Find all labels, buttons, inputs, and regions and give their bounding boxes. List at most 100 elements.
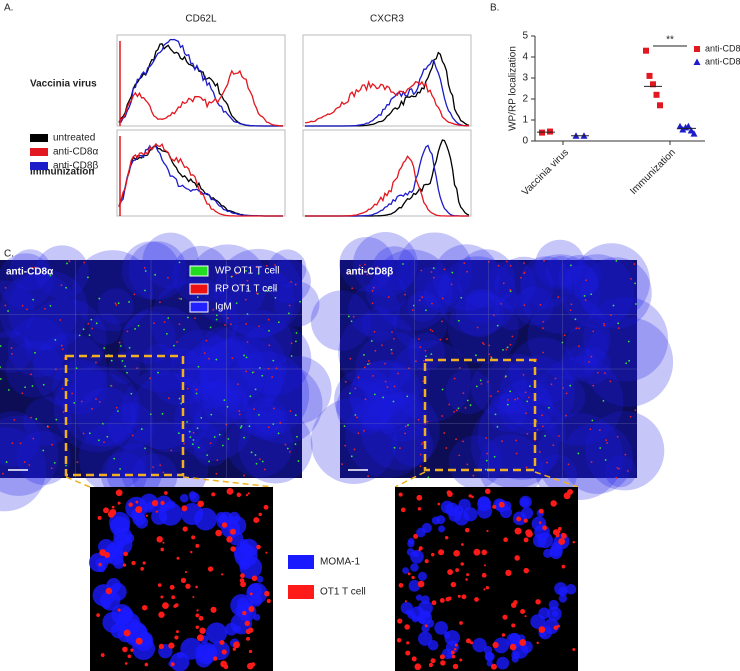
tissue-blob <box>72 250 154 332</box>
histogram-curve <box>305 51 470 127</box>
cell-dot <box>364 398 367 401</box>
histogram-curve <box>305 59 470 127</box>
cell-dot <box>458 454 461 457</box>
y-tick-label: 2 <box>522 94 528 105</box>
cell-dot <box>538 450 541 453</box>
ot1-dot <box>249 592 253 596</box>
cell-dot <box>254 454 257 456</box>
cell-dot <box>439 338 442 341</box>
cell-dot <box>76 461 79 464</box>
cell-dot <box>367 360 370 362</box>
tissue-blob <box>266 259 311 304</box>
cell-dot <box>472 474 475 477</box>
cell-dot <box>363 354 365 356</box>
cell-dot <box>603 322 605 325</box>
ot1-dot <box>400 507 406 513</box>
ot1-dot <box>454 643 458 647</box>
cell-dot <box>173 344 175 347</box>
cell-dot <box>126 330 129 333</box>
cell-dot <box>539 303 542 306</box>
moma-blob <box>537 532 554 549</box>
cell-dot <box>570 264 572 267</box>
ot1-dot <box>195 625 200 630</box>
cell-dot <box>430 271 433 273</box>
cell-dot <box>157 371 159 374</box>
cell-dot <box>161 412 164 415</box>
cell-dot <box>509 289 512 291</box>
cell-dot <box>506 403 509 406</box>
cell-dot <box>419 465 422 468</box>
data-point <box>653 91 660 98</box>
cell-dot <box>288 304 291 307</box>
ot1-dot <box>428 662 434 668</box>
cell-dot <box>457 407 460 410</box>
cell-dot <box>130 392 133 395</box>
moma-blob <box>551 610 559 618</box>
tissue-blob <box>253 404 284 435</box>
ot1-dot <box>424 559 429 564</box>
ot1-dot <box>168 642 175 649</box>
ot1-dot <box>483 588 486 591</box>
cell-dot <box>476 326 479 329</box>
cell-dot <box>21 392 24 395</box>
cell-dot <box>238 413 241 416</box>
histogram-curve <box>118 69 284 127</box>
ot1-dot <box>453 647 457 651</box>
cell-dot <box>393 385 396 388</box>
cell-dot <box>349 357 352 360</box>
tissue-blob <box>5 340 63 398</box>
ot1-dot <box>404 624 410 630</box>
tissue-blob <box>9 249 51 291</box>
cell-dot <box>231 357 234 360</box>
ot1-dot <box>516 516 522 522</box>
cell-dot <box>106 435 109 438</box>
cell-dot <box>368 362 371 365</box>
ot1-dot <box>98 562 102 567</box>
cell-dot <box>354 414 357 416</box>
cell-dot <box>95 322 98 325</box>
cell-dot <box>11 352 13 355</box>
tissue-blob <box>24 297 107 381</box>
ot1-dot <box>572 541 576 544</box>
cell-dot <box>453 410 455 413</box>
cell-dot <box>277 321 280 324</box>
ot1-dot <box>466 573 470 577</box>
tissue-blob <box>263 355 332 424</box>
tissue-blob <box>339 236 395 292</box>
ot1-dot <box>438 549 445 556</box>
cell-dot <box>143 267 146 269</box>
cell-dot <box>464 407 467 409</box>
cell-dot <box>548 406 550 409</box>
cell-dot <box>183 442 185 445</box>
cell-dot <box>251 371 254 374</box>
tissue-blob <box>465 289 500 324</box>
ot1-dot <box>117 501 121 505</box>
cell-dot <box>591 419 594 422</box>
ot1-dot <box>486 529 489 533</box>
cell-dot <box>382 396 385 399</box>
ot1-dot <box>265 551 268 554</box>
cell-dot <box>542 320 545 323</box>
legend-label: untreated <box>53 133 95 144</box>
tissue-blob <box>545 256 577 287</box>
cell-dot <box>246 279 249 282</box>
cell-dot <box>294 283 297 286</box>
ot1-dot <box>184 571 187 574</box>
zoom-box <box>64 354 185 477</box>
cell-dot <box>209 442 212 445</box>
y-tick-label: 3 <box>522 73 528 84</box>
row-label: Immunization <box>30 167 94 178</box>
ot1-dot <box>523 518 528 523</box>
ot1-dot <box>221 573 224 576</box>
moma-blob <box>113 557 125 569</box>
tissue-blob <box>107 402 155 451</box>
panel-label: C. <box>4 249 14 260</box>
cell-dot <box>243 474 245 477</box>
tissue-blob <box>536 413 624 500</box>
cell-dot <box>350 320 353 323</box>
cell-dot <box>144 447 146 450</box>
cell-dot <box>544 434 546 437</box>
ot1-dot <box>221 649 227 655</box>
moma-blob <box>205 622 228 644</box>
cell-dot <box>523 262 525 264</box>
